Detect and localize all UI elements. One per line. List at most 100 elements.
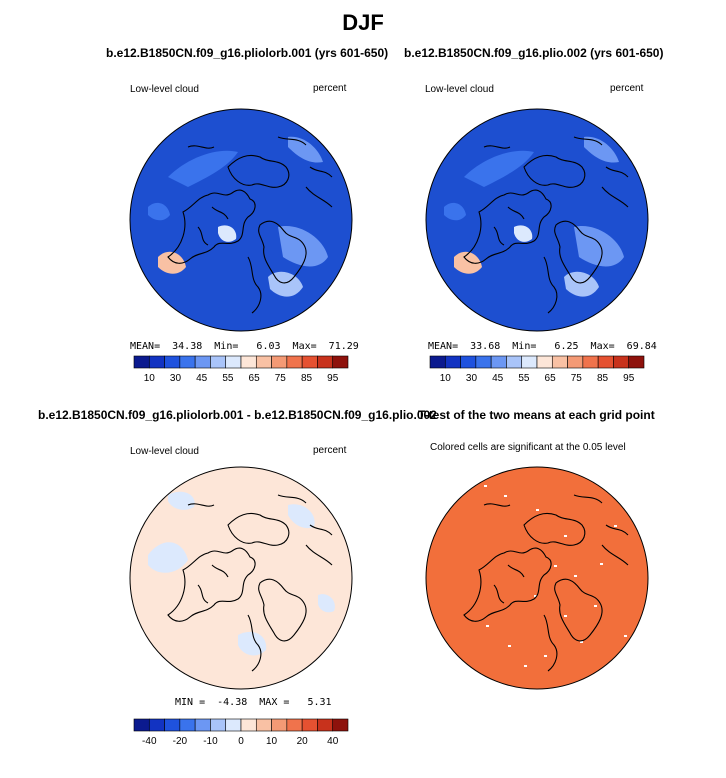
map-boundary [129,108,353,332]
colorbar-tick-label: 55 [222,373,234,384]
colorbar-swatch [255,355,272,369]
map-contour-region [464,150,534,187]
colorbar-swatch [536,355,553,369]
coastline [247,614,262,672]
coastline [258,578,307,642]
colorbar-tick-label: 75 [571,373,583,384]
coastline [483,494,603,507]
panel2-stats: MEAN= 33.68 Min= 6.25 Max= 69.84 [428,341,657,352]
panel4-polar-map [425,466,649,690]
coastline [554,220,603,284]
panel3-stats: MIN = -4.38 MAX = 5.31 [175,697,332,708]
colorbar-swatch [210,355,227,369]
panel1-colorbar: 10 30 45 55 65 75 85 95 [133,355,349,384]
colorbar-swatch [286,355,303,369]
map-contour-region [288,504,315,529]
colorbar-swatch [460,355,477,369]
panel1-variable-label: Low-level cloud [130,84,199,95]
colorbar-swatch [194,718,211,732]
map-insignificant-cell [580,641,583,643]
map-boundary [425,466,649,690]
map-insignificant-cell [544,655,547,657]
coastline [543,614,558,672]
colorbar-tick-label: 85 [597,373,609,384]
colorbar-swatch [164,355,181,369]
panel2-variable-label: Low-level cloud [425,84,494,95]
panel2-colorbar: 10 30 45 55 65 75 85 95 [429,355,645,384]
coastline [258,220,307,284]
map-insignificant-cell [594,605,597,607]
map-insignificant-cell [624,635,627,637]
panel4-subtitle: Colored cells are significant at the 0.0… [430,442,626,453]
map-ocean-fill [130,109,352,331]
map-boundary [129,466,353,690]
colorbar-swatch [255,718,272,732]
map-insignificant-cell [614,525,617,527]
panel3-title: b.e12.B1850CN.f09_g16.pliolorb.001 - b.e… [38,408,437,422]
colorbar-swatch [521,355,538,369]
map-boundary [425,108,649,332]
colorbar-swatch [475,355,492,369]
panel1-title: b.e12.B1850CN.f09_g16.pliolorb.001 (yrs … [106,46,389,60]
coastline [197,564,229,604]
coastline [197,206,229,246]
panel2-units-label: percent [610,83,644,94]
colorbar-swatch [429,355,446,369]
panel4-title: T-test of the two means at each grid poi… [418,408,655,422]
coastline [543,256,558,314]
colorbar-swatch [271,355,288,369]
colorbar-swatch [148,718,165,732]
colorbar-swatch [271,718,288,732]
coastline [493,206,525,246]
colorbar-swatch [613,355,630,369]
map-contour-region [158,251,186,274]
colorbar-swatch [317,718,334,732]
colorbar-swatch [506,355,523,369]
panel2-title: b.e12.B1850CN.f09_g16.plio.002 (yrs 601-… [404,46,664,60]
map-insignificant-cell [484,485,487,487]
map-insignificant-cell [536,509,539,511]
colorbar-swatch [551,355,568,369]
map-insignificant-cell [554,565,557,567]
colorbar-tick-label: 95 [623,373,635,384]
map-contour-region [268,271,303,297]
colorbar-swatch [317,355,334,369]
map-contour-region [318,594,335,613]
colorbar-tick-label: 10 [266,736,278,747]
coastline [523,154,586,188]
coastline [554,578,603,642]
map-insignificant-cell [574,575,577,577]
map-contour-region [218,225,237,242]
map-contour-region [148,202,170,221]
colorbar-tick-label: 85 [301,373,313,384]
colorbar-tick-label: -10 [203,736,218,747]
colorbar-swatch [179,355,196,369]
colorbar-swatch [194,355,211,369]
map-contour-region [238,631,267,656]
coastline [463,547,552,622]
coastline [187,136,307,149]
panel1-polar-map [129,108,353,332]
coastline [523,512,586,546]
map-insignificant-cell [600,563,603,565]
coastline [227,512,290,546]
map-contour-region [454,251,482,274]
colorbar-swatch [225,355,242,369]
map-ocean-fill [426,109,648,331]
coastline [493,564,525,604]
colorbar-swatch [240,355,257,369]
page-title: DJF [342,10,384,35]
colorbar-swatch [567,355,584,369]
colorbar-tick-label: -40 [142,736,157,747]
coastline [227,154,290,188]
colorbar-swatch [179,718,196,732]
colorbar-swatch [210,718,227,732]
colorbar-tick-label: 55 [518,373,530,384]
panel1-stats: MEAN= 34.38 Min= 6.03 Max= 71.29 [130,341,359,352]
map-contour-region [288,136,323,163]
colorbar-swatch [444,355,461,369]
map-insignificant-cell [504,495,507,497]
coastline [167,547,256,622]
coastline [167,189,256,264]
colorbar-swatch [133,355,150,369]
